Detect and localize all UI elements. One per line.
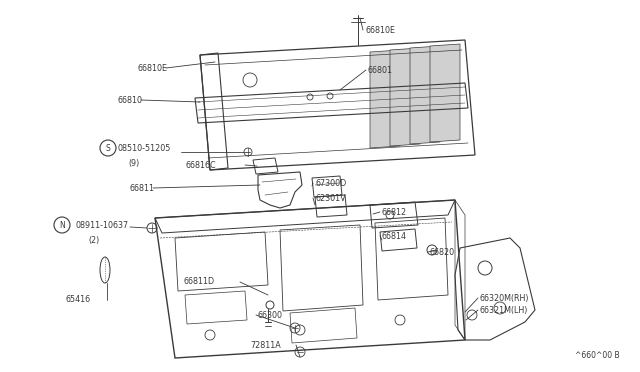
Text: 67300D: 67300D [315, 179, 346, 187]
Polygon shape [430, 44, 460, 142]
Text: 66320M(RH): 66320M(RH) [480, 294, 529, 302]
Text: 66810: 66810 [117, 96, 142, 105]
Text: 66811: 66811 [130, 183, 155, 192]
Text: (9): (9) [128, 158, 140, 167]
Text: 66820: 66820 [430, 247, 455, 257]
Text: ^660^00 B: ^660^00 B [575, 351, 620, 360]
Text: 66810E: 66810E [138, 64, 168, 73]
Text: 66810E: 66810E [365, 26, 395, 35]
Text: 08510-51205: 08510-51205 [118, 144, 172, 153]
Text: 66814: 66814 [382, 231, 407, 241]
Polygon shape [370, 50, 400, 148]
Text: 65416: 65416 [65, 295, 90, 305]
Polygon shape [410, 46, 440, 144]
Text: 62301V: 62301V [315, 193, 346, 202]
Text: 66811D: 66811D [183, 278, 214, 286]
Text: S: S [106, 144, 110, 153]
Text: 66816C: 66816C [185, 160, 216, 170]
Text: 66812: 66812 [382, 208, 407, 217]
Polygon shape [390, 48, 420, 146]
Text: 66801: 66801 [368, 65, 393, 74]
Text: 72811A: 72811A [250, 340, 281, 350]
Text: N: N [59, 221, 65, 230]
Text: 08911-10637: 08911-10637 [75, 221, 128, 230]
Text: (2): (2) [88, 235, 99, 244]
Text: 66300: 66300 [258, 311, 283, 320]
Text: 66321M(LH): 66321M(LH) [480, 305, 529, 314]
